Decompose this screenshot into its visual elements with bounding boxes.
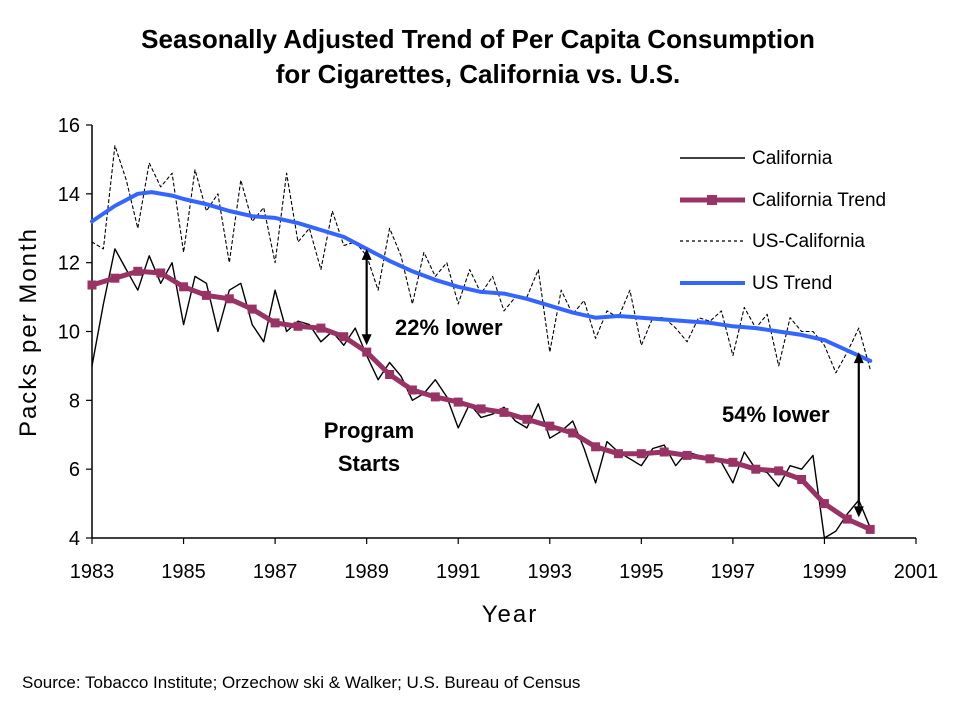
- data-point-california-trend: [865, 524, 875, 534]
- arrow-54-percent-head-bottom: [853, 506, 864, 518]
- annotation-program-starts-line-1: Program: [324, 418, 414, 443]
- data-point-california-trend: [110, 273, 120, 283]
- legend-label-california-trend: California Trend: [752, 190, 886, 211]
- data-point-california-trend: [430, 392, 440, 402]
- x-tick-label: 1989: [344, 561, 389, 583]
- data-point-california-trend: [728, 457, 738, 467]
- y-tick-label: 14: [58, 184, 80, 206]
- x-tick-label: 1995: [619, 561, 664, 583]
- data-point-california-trend: [682, 450, 692, 460]
- y-tick-label: 6: [69, 459, 80, 481]
- data-point-california-trend: [179, 282, 189, 292]
- series-line-us-trend: [90, 190, 873, 363]
- legend: California California Trend US-Californi…: [680, 148, 886, 294]
- data-point-california-trend: [819, 499, 829, 509]
- chart-title-line-1: Seasonally Adjusted Trend of Per Capita …: [141, 24, 815, 54]
- data-point-california-trend: [545, 421, 555, 431]
- x-tick-label: 1987: [253, 561, 298, 583]
- data-point-california-trend: [133, 266, 143, 276]
- data-point-california-trend: [522, 414, 532, 424]
- legend-marker-california-trend: [707, 195, 717, 205]
- data-point-california-trend: [270, 318, 280, 328]
- data-point-california-trend: [636, 449, 646, 459]
- legend-label-us-california: US-California: [752, 231, 865, 252]
- x-tick-label: 2001: [894, 561, 939, 583]
- data-point-california-trend: [385, 370, 395, 379]
- y-tick-label: 16: [58, 115, 80, 137]
- annotation-54-percent-lower: 54% lower: [722, 402, 830, 427]
- y-tick-label: 8: [69, 390, 80, 412]
- data-point-california-trend: [797, 475, 807, 484]
- data-point-california-trend: [499, 407, 509, 417]
- data-point-california-trend: [774, 466, 784, 476]
- arrow-22-percent-head-top: [361, 248, 372, 260]
- data-point-california-trend: [201, 290, 211, 300]
- data-point-california-trend: [476, 404, 486, 414]
- x-axis-title: Year: [482, 601, 539, 628]
- legend-label-california: California: [752, 148, 833, 169]
- y-tick-label: 4: [69, 528, 80, 550]
- arrow-22-percent-head-bottom: [361, 334, 372, 346]
- series-layer: [87, 145, 875, 539]
- data-point-california-trend: [339, 332, 349, 342]
- legend-label-us-trend: US Trend: [752, 273, 832, 294]
- y-tick-label: 10: [58, 322, 80, 344]
- annotation-layer: 22% lower 54% lower Program Starts: [324, 248, 864, 518]
- data-point-california-trend: [316, 323, 326, 333]
- data-point-california-trend: [659, 447, 669, 457]
- data-point-california-trend: [87, 280, 97, 290]
- data-point-california-trend: [842, 514, 852, 524]
- data-point-california-trend: [247, 304, 257, 314]
- x-tick-label: 1991: [436, 561, 481, 583]
- y-tick-label: 12: [58, 253, 80, 275]
- data-point-california-trend: [453, 397, 463, 407]
- data-point-california-trend: [293, 321, 303, 331]
- data-point-california-trend: [156, 268, 166, 278]
- x-tick-label: 1985: [161, 561, 206, 583]
- data-point-california-trend: [224, 294, 234, 304]
- annotation-program-starts-line-2: Starts: [338, 451, 400, 476]
- arrow-54-percent-head-top: [853, 352, 864, 364]
- chart-title-line-2: for Cigarettes, California vs. U.S.: [276, 59, 681, 89]
- y-axis-title: Packs per Month: [15, 227, 42, 437]
- x-tick-label: 1997: [711, 561, 756, 583]
- data-point-california-trend: [613, 449, 623, 459]
- data-point-california-trend: [591, 442, 601, 452]
- ticks: 1983 1985 1987 1989 1991 1993 1995 1997 1999 2001…: [58, 115, 939, 583]
- data-point-california-trend: [407, 385, 417, 395]
- data-point-california-trend: [705, 454, 715, 464]
- data-point-california-trend: [568, 428, 578, 438]
- x-tick-label: 1993: [528, 561, 573, 583]
- data-point-california-trend: [362, 347, 372, 357]
- data-point-california-trend: [751, 464, 761, 474]
- x-tick-label: 1999: [802, 561, 847, 583]
- x-tick-label: 1983: [70, 561, 115, 583]
- source-note: Source: Tobacco Institute; Orzechow ski …: [22, 673, 580, 692]
- annotation-22-percent-lower: 22% lower: [395, 315, 503, 340]
- series-line-california-trend: [89, 268, 873, 532]
